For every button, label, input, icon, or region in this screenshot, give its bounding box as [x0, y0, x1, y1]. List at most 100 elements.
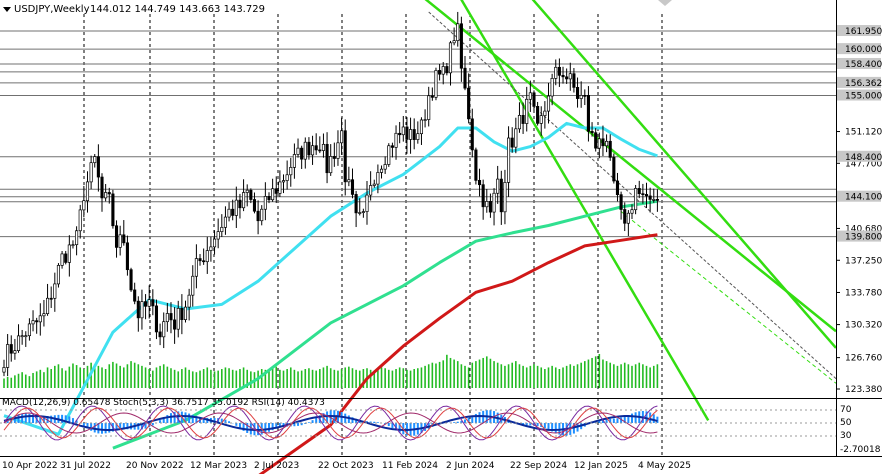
bear-candle-body [641, 193, 645, 196]
bull-candle-body [379, 168, 384, 173]
volume-bar [442, 360, 445, 388]
volume-bar [28, 376, 31, 388]
bull-candle-body [104, 192, 108, 199]
price-tick-label: 140.680 [845, 224, 882, 234]
horizontal-levels [0, 30, 836, 238]
volume-bar [569, 364, 572, 388]
bull-candle-body [296, 147, 300, 155]
volume-bar [315, 370, 317, 388]
macd-histogram-bar [300, 423, 303, 426]
bull-candle-body [118, 234, 122, 248]
macd-histogram-bar [620, 417, 623, 423]
bear-candle-body [173, 319, 177, 330]
ohlc-values: 144.012 144.749 143.663 143.729 [90, 4, 265, 15]
volume-bar [137, 364, 140, 388]
bear-candle-body [615, 180, 620, 196]
bull-candle-body [419, 119, 424, 135]
macd-histogram-bar [126, 423, 129, 430]
bull-candle-body [492, 192, 496, 213]
bull-candle-body [46, 297, 50, 314]
bull-candle-body [634, 188, 638, 211]
volume-bar [188, 369, 190, 388]
bull-candle-body [85, 181, 90, 202]
macd-histogram-bar [93, 423, 96, 433]
volume-bar [264, 369, 267, 388]
volume-bar [329, 368, 332, 388]
indicator-tick-label: 70 [840, 405, 852, 415]
macd-histogram-bar [32, 414, 35, 423]
bull-candle-body [271, 188, 275, 201]
volume-bar [576, 364, 579, 388]
level-label-text: 155.000 [845, 92, 882, 102]
bull-candle-body [147, 299, 151, 307]
volume-bar [64, 370, 67, 388]
time-axis-label: 22 Sep 2024 [510, 461, 567, 471]
bull-candle-body [227, 208, 231, 218]
volume-bar [250, 371, 252, 388]
bear-candle-body [565, 76, 569, 80]
bear-candle-body [274, 188, 278, 194]
macd-histogram-bar [173, 411, 176, 423]
price-tick-label: 151.120 [845, 128, 882, 138]
level-label-text: 160.000 [845, 45, 882, 55]
time-axis-label: 31 Jul 2022 [60, 461, 111, 471]
volume-bar [377, 369, 379, 388]
bear-candle-body [252, 199, 257, 212]
macd-histogram-bar [224, 419, 227, 423]
bull-candle-body [56, 265, 61, 285]
volume-bar [634, 364, 637, 388]
macd-histogram-bar [264, 423, 267, 434]
macd-histogram-bar [61, 414, 64, 423]
symbol-dropdown-arrow-icon[interactable] [3, 7, 11, 12]
bear-candle-body [536, 106, 540, 124]
bear-candle-body [9, 344, 13, 354]
volume-bar [584, 361, 586, 388]
macd-histogram-bar [656, 416, 659, 423]
bear-candle-body [180, 308, 184, 320]
macd-histogram-bar [474, 413, 477, 423]
volume-bar [467, 367, 470, 388]
volume-bar [529, 365, 532, 388]
volume-bar [133, 362, 136, 388]
bull-candle-body [423, 119, 427, 121]
bull-candle-body [140, 301, 144, 319]
bull-candle-body [485, 201, 489, 208]
volume-bar [286, 369, 288, 388]
macd-histogram-bar [162, 417, 165, 423]
volume-bar [580, 362, 582, 388]
volume-bar [453, 359, 455, 388]
volume-bar [417, 368, 419, 388]
volume-bar [282, 370, 285, 388]
projection-dashed-line [428, 11, 837, 379]
volume-bar [540, 367, 543, 388]
volume-bar [108, 364, 111, 388]
volume-bar [591, 357, 593, 388]
trend-channel-line [460, 0, 710, 422]
bull-candle-body [183, 306, 188, 320]
volume-bar [221, 369, 223, 388]
bull-candle-body [528, 92, 532, 100]
volume-bar [409, 370, 412, 388]
macd-histogram-bar [169, 413, 172, 423]
macd-histogram-bar [220, 418, 223, 423]
macd-histogram-bar [605, 418, 608, 423]
scroll-to-end-icon[interactable] [658, 0, 672, 6]
bear-candle-body [488, 201, 492, 213]
bear-candle-body [125, 242, 129, 271]
volume-bar [355, 369, 357, 388]
volume-bar [504, 365, 506, 388]
volume-bar [6, 376, 9, 388]
bull-candle-body [216, 231, 220, 240]
macd-histogram-bar [384, 423, 387, 425]
volume-bar [50, 369, 52, 388]
bull-candle-body [42, 313, 46, 317]
volume-bar [61, 368, 63, 388]
indicator-label: MACD(12,26,9) 0.65478 Stoch(5,3,3) 36.75… [2, 398, 325, 408]
bear-candle-body [325, 143, 329, 174]
bear-candle-body [158, 331, 162, 338]
bear-candle-body [590, 131, 594, 134]
volume-bar [616, 365, 619, 388]
volume-bar [406, 369, 408, 388]
volume-bar [587, 359, 590, 388]
macd-histogram-bar [373, 421, 376, 423]
